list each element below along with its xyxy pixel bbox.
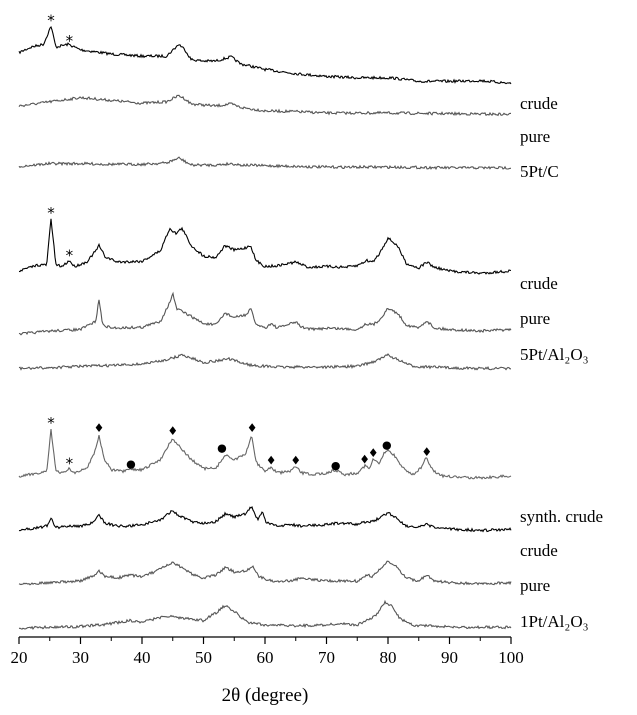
trace-0-crude (18, 25, 512, 85)
diamond-marker: ♦ (290, 453, 301, 467)
circle-marker: ● (331, 459, 341, 472)
label-5ptc-crude: crude (520, 94, 558, 113)
diamond-marker: ♦ (247, 421, 258, 435)
trace-2-pure (18, 560, 512, 586)
x-tick-label: 70 (318, 648, 335, 667)
star-marker: * (47, 12, 55, 30)
label-1ptal2o3-synth-crude: synth. crude (520, 507, 603, 526)
x-tick-label: 50 (195, 648, 212, 667)
diamond-marker: ♦ (359, 453, 370, 467)
circle-marker: ● (382, 439, 392, 452)
diamond-marker: ♦ (94, 421, 105, 435)
label-1ptal2o3-crude: crude (520, 541, 558, 560)
x-tick-label: 100 (498, 648, 524, 667)
x-tick-label: 90 (441, 648, 458, 667)
diamond-marker: ♦ (167, 424, 178, 438)
star-marker: * (47, 204, 55, 222)
star-marker: * (66, 455, 74, 473)
x-tick-label: 30 (72, 648, 89, 667)
trace-0-pure (18, 94, 512, 117)
star-marker: * (47, 414, 55, 432)
x-tick-label: 20 (11, 648, 28, 667)
x-tick-label: 80 (380, 648, 397, 667)
trace-2-crude (18, 506, 512, 533)
label-5ptal2o3-pure: pure (520, 309, 550, 328)
label-1ptal2o3-pure: pure (520, 576, 550, 595)
label-5ptal2o3-crude: crude (520, 274, 558, 293)
x-tick-label: 40 (134, 648, 151, 667)
trace-0-5pt-c (18, 156, 511, 171)
diamond-marker: ♦ (266, 453, 277, 467)
label-1ptal2o3-sample: 1Pt/Al₂O₃ (520, 612, 589, 631)
trace-1-pure (18, 291, 512, 336)
trace-1-crude (18, 218, 512, 275)
label-5ptc-pure: pure (520, 127, 550, 146)
x-axis-ticks: 20 30 40 50 60 70 80 90 100 (11, 637, 524, 667)
x-axis: 20 30 40 50 60 70 80 90 100 2θ (degree) (11, 636, 524, 706)
label-5ptc-sample: 5Pt/C (520, 162, 559, 181)
star-marker: * (66, 32, 74, 50)
x-tick-label: 60 (257, 648, 274, 667)
trace-2-1pt-al2o3 (18, 599, 512, 630)
trace-1-5pt-al2o3 (18, 353, 511, 371)
x-axis-title: 2θ (degree) (222, 685, 309, 706)
trace-2-synth-crude (18, 429, 512, 480)
diamond-marker: ♦ (368, 446, 379, 460)
series-labels: crude pure 5Pt/C crude pure 5Pt/Al₂O₃ sy… (520, 94, 603, 631)
circle-marker: ● (217, 442, 227, 455)
label-5ptal2o3-sample: 5Pt/Al₂O₃ (520, 345, 589, 364)
diffraction-traces (18, 25, 512, 630)
star-marker: * (66, 247, 74, 265)
diamond-marker: ♦ (421, 445, 432, 459)
peak-markers: ******♦●♦●♦♦ ♦ ● ♦♦● ♦ (47, 12, 432, 473)
circle-marker: ● (126, 457, 136, 470)
